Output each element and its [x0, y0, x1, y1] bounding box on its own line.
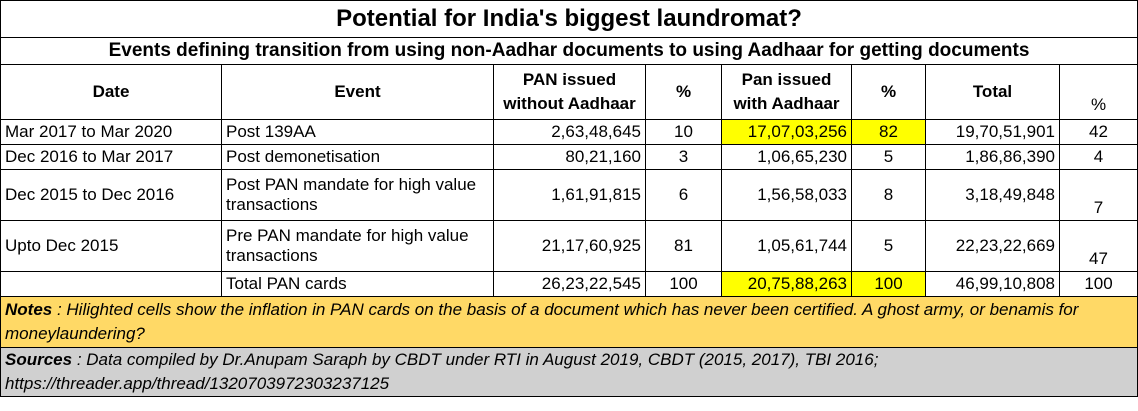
cell-pan-without: 1,61,91,815: [493, 169, 646, 221]
pan-data-table: Potential for India's biggest laundromat…: [0, 0, 1138, 397]
table-row: Upto Dec 2015 Pre PAN mandate for high v…: [0, 220, 1138, 272]
table-row: Dec 2016 to Mar 2017 Post demonetisation…: [0, 144, 1138, 170]
cell-event: Post demonetisation: [221, 144, 494, 170]
cell-pct-without: 81: [645, 220, 722, 272]
header-total: Total: [925, 64, 1060, 120]
header-pct-with: %: [851, 64, 926, 120]
sources-text: : Data compiled by Dr.Anupam Saraph by C…: [5, 350, 879, 393]
cell-pct-total: 100: [1059, 271, 1138, 297]
header-pan-with-aadhaar: Pan issued with Aadhaar: [721, 64, 852, 120]
cell-pan-without: 80,21,160: [493, 144, 646, 170]
cell-pct-without: 10: [645, 119, 722, 145]
cell-total: 22,23,22,669: [925, 220, 1060, 272]
table-title: Potential for India's biggest laundromat…: [0, 0, 1138, 38]
header-event: Event: [221, 64, 494, 120]
header-pct-total: %: [1059, 64, 1138, 120]
cell-pct-with-highlighted: 82: [851, 119, 926, 145]
cell-event: Total PAN cards: [221, 271, 494, 297]
cell-pct-total: 42: [1059, 119, 1138, 145]
cell-pct-total: 7: [1059, 169, 1138, 221]
cell-pct-with: 8: [851, 169, 926, 221]
table-row: Mar 2017 to Mar 2020 Post 139AA 2,63,48,…: [0, 119, 1138, 145]
cell-event: Post 139AA: [221, 119, 494, 145]
sources-label: Sources: [5, 350, 73, 369]
cell-total: 1,86,86,390: [925, 144, 1060, 170]
table-subtitle: Events defining transition from using no…: [0, 37, 1138, 65]
cell-date: Dec 2016 to Mar 2017: [0, 144, 222, 170]
cell-pan-without: 2,63,48,645: [493, 119, 646, 145]
cell-pct-without: 100: [645, 271, 722, 297]
cell-pct-with: 5: [851, 144, 926, 170]
cell-pan-with-highlighted: 17,07,03,256: [721, 119, 852, 145]
cell-pan-without: 26,23,22,545: [493, 271, 646, 297]
cell-event: Pre PAN mandate for high value transacti…: [221, 220, 494, 272]
cell-pct-total: 4: [1059, 144, 1138, 170]
table-row: Dec 2015 to Dec 2016 Post PAN mandate fo…: [0, 169, 1138, 221]
cell-pan-with-highlighted: 20,75,88,263: [721, 271, 852, 297]
cell-pan-without: 21,17,60,925: [493, 220, 646, 272]
cell-pan-with: 1,56,58,033: [721, 169, 852, 221]
cell-date: [0, 271, 222, 297]
cell-pct-total: 47: [1059, 220, 1138, 272]
cell-pan-with: 1,06,65,230: [721, 144, 852, 170]
header-pan-without-aadhaar: PAN issued without Aadhaar: [493, 64, 646, 120]
cell-total: 3,18,49,848: [925, 169, 1060, 221]
cell-pct-without: 3: [645, 144, 722, 170]
table-row-total: Total PAN cards 26,23,22,545 100 20,75,8…: [0, 271, 1138, 297]
cell-date: Dec 2015 to Dec 2016: [0, 169, 222, 221]
notes-text: : Hilighted cells show the inflation in …: [5, 300, 1079, 343]
cell-event: Post PAN mandate for high value transact…: [221, 169, 494, 221]
notes-row: Notes : Hilighted cells show the inflati…: [0, 296, 1138, 348]
cell-total: 46,99,10,808: [925, 271, 1060, 297]
notes-label: Notes: [5, 300, 53, 319]
header-pct-without: %: [645, 64, 722, 120]
cell-pct-without: 6: [645, 169, 722, 221]
cell-pct-with: 5: [851, 220, 926, 272]
cell-date: Upto Dec 2015: [0, 220, 222, 272]
header-date: Date: [0, 64, 222, 120]
cell-pct-with-highlighted: 100: [851, 271, 926, 297]
cell-pan-with: 1,05,61,744: [721, 220, 852, 272]
cell-date: Mar 2017 to Mar 2020: [0, 119, 222, 145]
sources-row: Sources : Data compiled by Dr.Anupam Sar…: [0, 347, 1138, 397]
cell-total: 19,70,51,901: [925, 119, 1060, 145]
